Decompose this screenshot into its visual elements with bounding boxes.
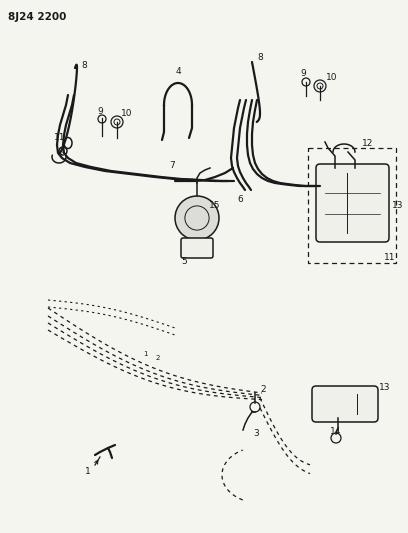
Text: 3: 3: [253, 429, 259, 438]
Text: 2: 2: [156, 355, 160, 361]
Text: 13: 13: [392, 200, 404, 209]
Circle shape: [314, 80, 326, 92]
Text: 10: 10: [121, 109, 133, 117]
Text: 4: 4: [175, 68, 181, 77]
Text: 11: 11: [54, 133, 66, 141]
Text: 10: 10: [326, 74, 338, 83]
Bar: [308, 148, 396, 263]
Text: 7: 7: [169, 161, 175, 171]
Text: 2: 2: [260, 385, 266, 394]
Circle shape: [250, 402, 260, 412]
Circle shape: [175, 196, 219, 240]
Text: 1: 1: [85, 466, 91, 475]
Text: 14: 14: [330, 427, 341, 437]
Text: 12: 12: [362, 139, 374, 148]
Text: 8: 8: [81, 61, 87, 69]
Text: 11: 11: [384, 254, 396, 262]
Text: 15: 15: [209, 200, 221, 209]
FancyBboxPatch shape: [312, 386, 378, 422]
Text: 5: 5: [181, 257, 187, 266]
Circle shape: [111, 116, 123, 128]
Text: 8: 8: [257, 53, 263, 62]
FancyBboxPatch shape: [181, 238, 213, 258]
Circle shape: [331, 433, 341, 443]
Text: 13: 13: [379, 384, 391, 392]
FancyBboxPatch shape: [316, 164, 389, 242]
Text: 9: 9: [300, 69, 306, 78]
Text: 6: 6: [237, 196, 243, 205]
Text: 9: 9: [97, 108, 103, 117]
Text: 8J24 2200: 8J24 2200: [8, 12, 67, 22]
Text: 1: 1: [143, 351, 147, 357]
